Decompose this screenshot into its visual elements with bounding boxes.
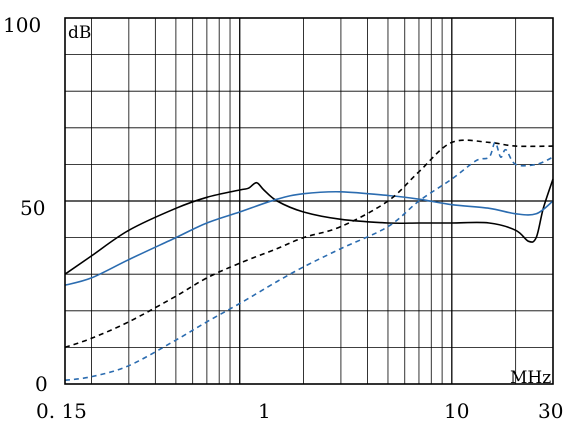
series-line-4-dashed <box>64 141 554 382</box>
plot-frame <box>64 17 554 385</box>
y-tick-label-50: 50 <box>20 196 45 220</box>
x-axis-unit: MHz <box>510 368 551 388</box>
x-tick-label-0.15: 0. 15 <box>36 399 87 423</box>
y-tick-label-0: 0 <box>35 372 48 396</box>
series-line-1-solid <box>64 178 554 275</box>
x-tick-label-10: 10 <box>444 399 469 423</box>
y-tick-label-100: 100 <box>3 13 41 37</box>
series-line-2-solid <box>64 190 554 286</box>
series-group <box>64 139 554 382</box>
grid <box>65 18 553 384</box>
x-tick-label-1: 1 <box>258 399 271 423</box>
y-axis-unit: dB <box>68 23 91 43</box>
x-tick-label-30: 30 <box>538 399 563 423</box>
series-line-3-dashed <box>64 139 554 349</box>
